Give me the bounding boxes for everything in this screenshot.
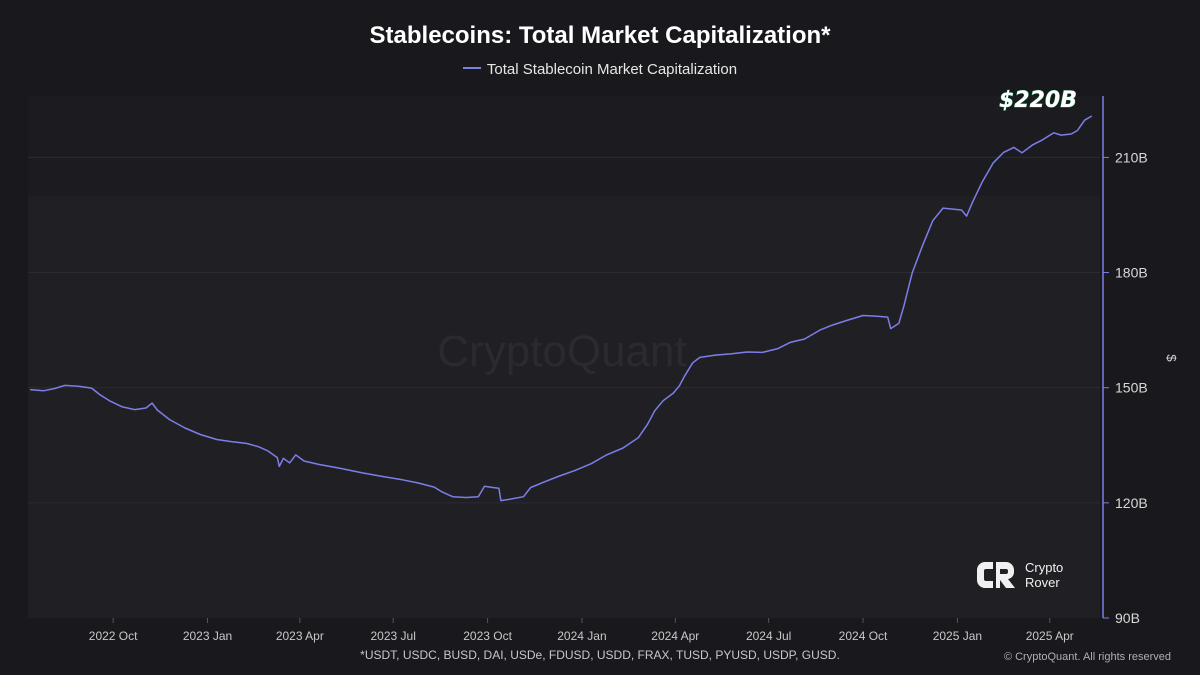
y-tick-label: 210B — [1115, 149, 1148, 165]
y-tick-label: 180B — [1115, 265, 1148, 281]
copyright: © CryptoQuant. All rights reserved — [1003, 651, 1171, 663]
y-axis: 90B 120B 150B 180B 210B — [1102, 96, 1148, 626]
x-tick-label: 2022 Oct — [89, 629, 138, 643]
footnote: *USDT, USDC, BUSD, DAI, USDe, FDUSD, USD… — [360, 648, 840, 662]
chart-legend[interactable]: Total Stablecoin Market Capitalization — [0, 61, 1200, 78]
y-tick-label: 150B — [1115, 380, 1148, 396]
x-tick-label: 2025 Jan — [933, 629, 982, 643]
legend-label: Total Stablecoin Market Capitalization — [486, 61, 738, 78]
x-axis: 2022 Oct 2023 Jan 2023 Apr 2023 Jul 2023 Oct… — [89, 618, 1074, 643]
x-tick-label: 2025 Apr — [1026, 629, 1074, 643]
x-tick-label: 2024 Apr — [651, 629, 699, 643]
grid-lines — [28, 156, 1100, 504]
crypto-rover-brand: Crypto Rover — [976, 558, 1063, 592]
legend-swatch — [462, 67, 481, 70]
y-tick-label: 120B — [1115, 495, 1148, 511]
last-value-annotation: $220B — [999, 88, 1077, 113]
crypto-rover-logo-icon — [977, 562, 1015, 588]
x-tick-label: 2024 Jul — [746, 629, 791, 643]
series-line — [30, 115, 1093, 502]
brand-line1: Crypto — [1025, 560, 1064, 575]
brand-name: Crypto Rover — [1025, 560, 1063, 590]
plot-inner-band — [28, 196, 1100, 618]
chart-title: Stablecoins: Total Market Capitalization… — [369, 22, 831, 49]
y-axis-title: $ — [1164, 354, 1179, 362]
watermark: CryptoQuant — [437, 327, 686, 376]
x-tick-label: 2024 Oct — [839, 629, 888, 643]
x-tick-label: 2023 Jul — [371, 629, 416, 643]
x-tick-label: 2023 Oct — [463, 629, 512, 643]
brand-line2: Rover — [1025, 575, 1060, 590]
x-tick-label: 2023 Jan — [183, 629, 232, 643]
y-tick-label: 90B — [1115, 610, 1140, 626]
x-tick-label: 2024 Jan — [557, 629, 606, 643]
x-tick-label: 2023 Apr — [276, 629, 324, 643]
